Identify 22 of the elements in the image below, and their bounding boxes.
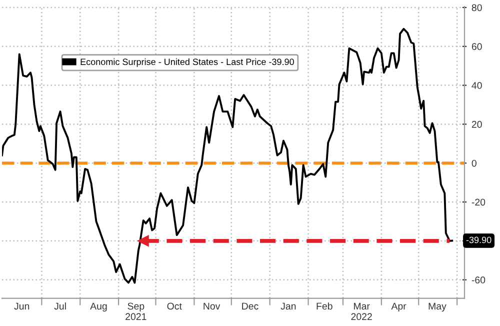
legend-label: Economic Surprise - United States - Last Price -39.90: [80, 58, 294, 67]
x-tick-label: May: [428, 302, 446, 312]
annotation: -39.90: [466, 236, 492, 244]
x-tick-label: Dec: [242, 302, 258, 310]
y-tick-label: -60: [472, 276, 486, 284]
x-tick-label: Aug: [90, 302, 107, 312]
y-tick-label: 40: [472, 82, 482, 89]
x-tick-label: Sep 2021: [126, 302, 146, 320]
y-tick-label: 60: [472, 43, 482, 50]
x-tick-label: Mar 2022: [351, 302, 372, 320]
y-tick-label: 80: [472, 4, 482, 12]
x-tick-label: Nov: [204, 302, 220, 310]
x-tick-label: Feb: [316, 302, 332, 310]
x-tick-label: Jan: [280, 302, 296, 310]
x-tick-label: Jun: [14, 302, 30, 310]
line-series: [2, 28, 454, 284]
x-tick-label: Oct: [167, 302, 182, 310]
y-tick-label: 20: [472, 120, 482, 128]
y-tick-label: 0: [472, 160, 476, 167]
x-tick-label: Apr: [391, 302, 406, 312]
x-tick-label: Jul: [54, 302, 66, 310]
y-tick-label: -20: [472, 198, 486, 206]
